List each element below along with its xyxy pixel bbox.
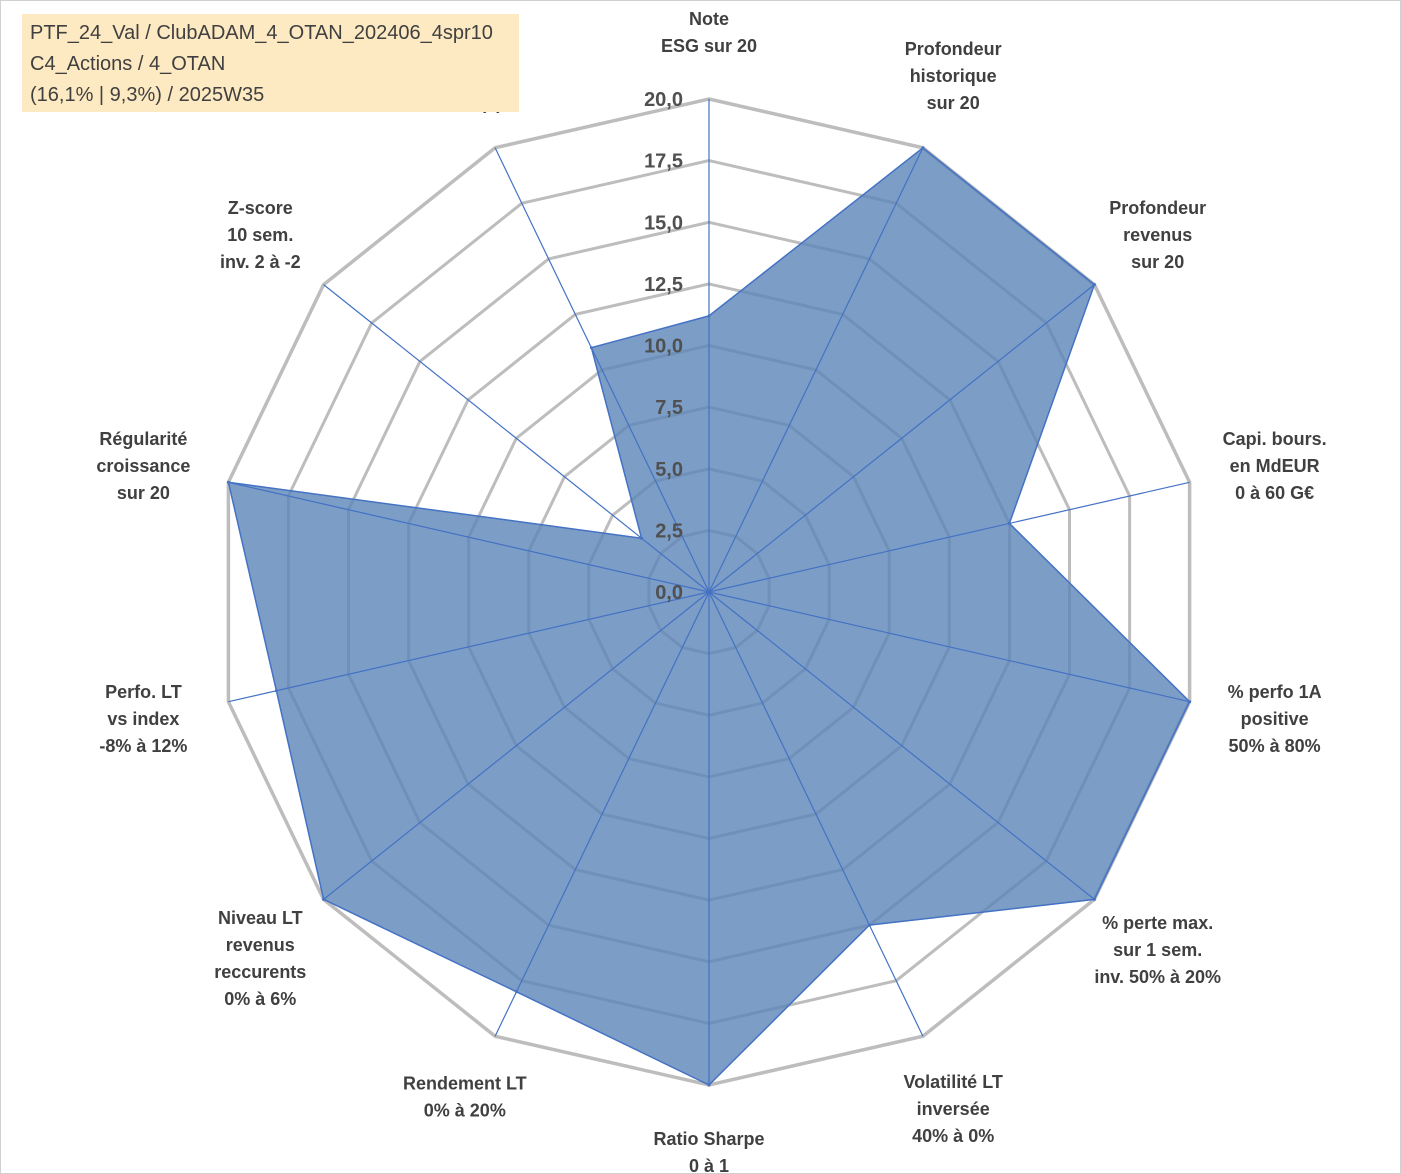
tick-label: 2,5	[655, 520, 683, 542]
radar-spoke	[494, 591, 710, 1037]
radar-spoke	[708, 481, 1190, 593]
category-label: % perfo 1A	[1228, 682, 1322, 702]
radar-spoke	[228, 591, 710, 703]
category-label: ESG sur 20	[661, 36, 757, 56]
category-label: 50% à 80%	[1229, 736, 1321, 756]
radar-spoke	[228, 481, 710, 593]
category-label: % perte max.	[1102, 913, 1213, 933]
category-label: sur 20	[1131, 252, 1184, 272]
category-label: Perfo. LT	[105, 682, 182, 702]
category-label: Profondeur	[1109, 198, 1206, 218]
category-label: Rendement LT	[403, 1074, 527, 1094]
category-label: reccurents	[214, 962, 306, 982]
category-label: 0% à 20%	[424, 1101, 506, 1121]
category-label: 40% à 0%	[912, 1126, 994, 1146]
tick-label: 7,5	[655, 397, 683, 419]
radar-spoke	[323, 591, 710, 900]
tick-label: 10,0	[644, 336, 683, 358]
category-label: Note	[689, 9, 729, 29]
info-line-3: (16,1% | 9,3%) / 2025W35	[30, 84, 265, 106]
info-line-2: C4_Actions / 4_OTAN	[30, 53, 226, 75]
radar-spoke	[708, 147, 924, 593]
category-label: vs index	[107, 709, 179, 729]
tick-label: 5,0	[655, 459, 683, 481]
category-label: Volatilité LT	[904, 1072, 1003, 1092]
info-line-1: PTF_24_Val / ClubADAM_4_OTAN_202406_4spr…	[30, 22, 493, 44]
category-label: sur 1 sem.	[1113, 940, 1202, 960]
tick-label: 17,5	[644, 151, 683, 173]
category-label: 0 à 60 G€	[1235, 483, 1314, 503]
radar-category-labels: Note ESG sur 20 Profondeur historique sur 20…	[96, 9, 1326, 1174]
category-label: Niveau LT	[218, 908, 303, 928]
radar-spoke	[708, 284, 1095, 593]
category-label: -8% à 12%	[99, 736, 187, 756]
category-label: croissance	[96, 456, 190, 476]
category-label: sur 20	[117, 483, 170, 503]
tick-label: 0,0	[655, 582, 683, 604]
category-label: Profondeur	[905, 39, 1002, 59]
chart-info-box: PTF_24_Val / ClubADAM_4_OTAN_202406_4spr…	[22, 14, 519, 112]
tick-label: 12,5	[644, 274, 683, 296]
category-label: revenus	[1123, 225, 1192, 245]
radar-spoke	[708, 591, 1095, 900]
category-label: 10 sem.	[227, 225, 293, 245]
category-label: sur 20	[927, 93, 980, 113]
radar-spokes	[228, 99, 1190, 1085]
tick-label: 15,0	[644, 212, 683, 234]
category-label: Capi. bours.	[1223, 429, 1327, 449]
category-label: Z-score	[228, 198, 293, 218]
tick-label: 20,0	[644, 89, 683, 111]
category-label: inv. 50% à 20%	[1094, 967, 1221, 987]
category-label: revenus	[226, 935, 295, 955]
radar-tick-labels: 0,0 2,5 5,0 7,5 10,0 12,5 15,0 17,5 20,0	[644, 89, 683, 604]
category-label: Ratio Sharpe	[653, 1129, 764, 1149]
radar-spoke	[323, 284, 710, 593]
category-label: Régularité	[99, 429, 187, 449]
category-label: historique	[910, 66, 997, 86]
radar-spoke	[494, 147, 710, 593]
radar-spoke	[708, 591, 924, 1037]
category-label: inversée	[917, 1099, 990, 1119]
radar-spoke	[708, 591, 1190, 703]
category-label: 0 à 1	[689, 1156, 729, 1174]
category-label: en MdEUR	[1230, 456, 1320, 476]
category-label: inv. 2 à -2	[220, 252, 301, 272]
category-label: 0% à 6%	[224, 989, 296, 1009]
category-label: positive	[1241, 709, 1309, 729]
